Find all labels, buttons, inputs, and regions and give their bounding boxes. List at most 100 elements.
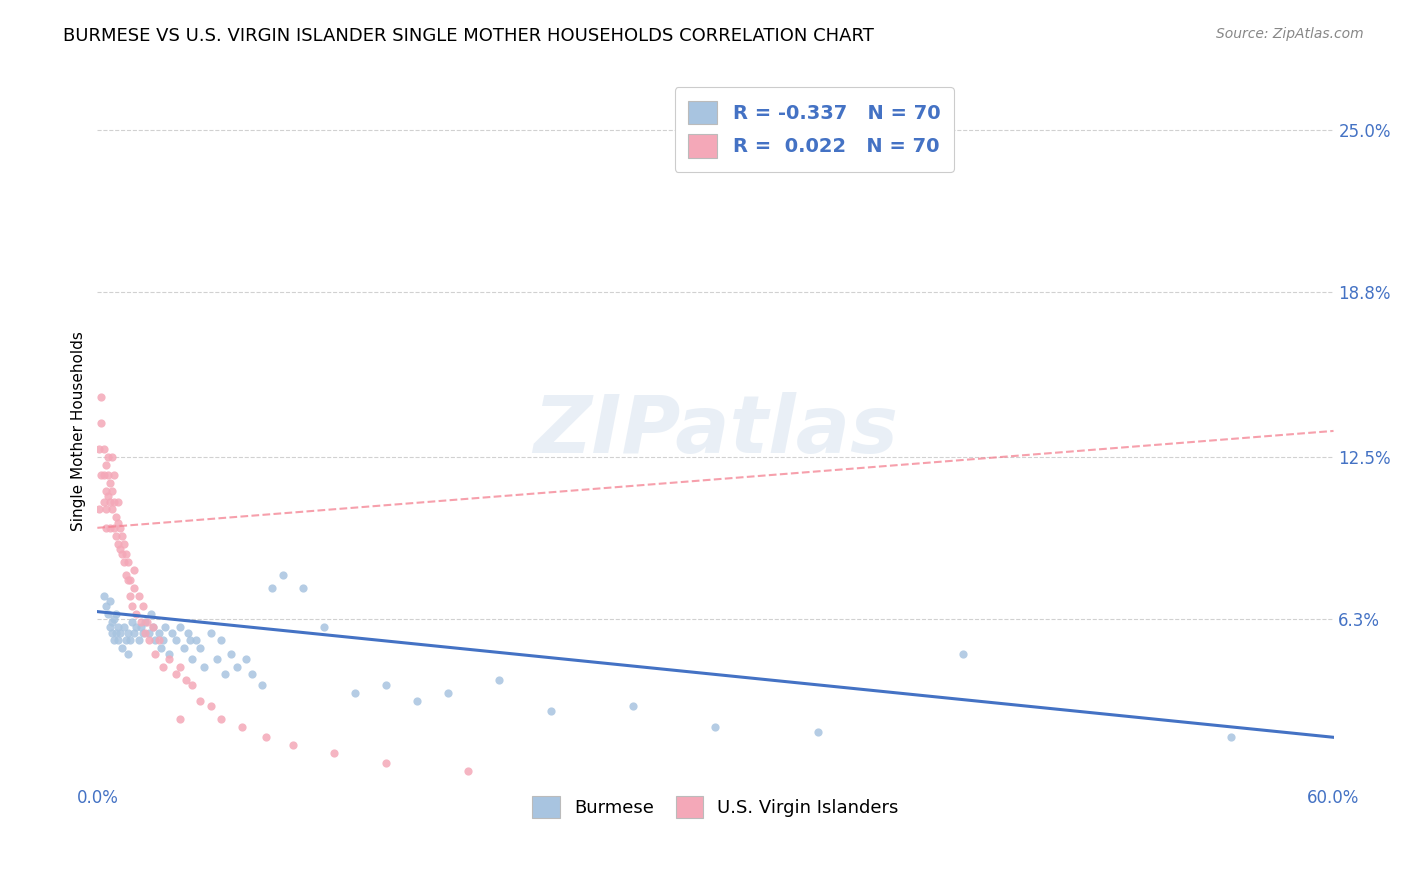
Point: [94, 458, 117, 472]
Point: [107, 516, 129, 530]
Point: [94, 484, 117, 499]
Point: [704, 720, 727, 734]
Point: [93, 442, 115, 457]
Point: [200, 698, 222, 713]
Point: [190, 641, 212, 656]
Point: [115, 633, 138, 648]
Point: [1219, 731, 1241, 745]
Point: [100, 484, 122, 499]
Point: [117, 555, 139, 569]
Point: [143, 647, 166, 661]
Point: [177, 625, 200, 640]
Point: [93, 494, 115, 508]
Point: [128, 589, 150, 603]
Point: [103, 633, 125, 648]
Point: [94, 599, 117, 614]
Point: [250, 678, 273, 692]
Point: [111, 529, 134, 543]
Point: [240, 667, 263, 681]
Point: [200, 625, 222, 640]
Point: [117, 647, 139, 661]
Point: [169, 620, 191, 634]
Point: [124, 563, 146, 577]
Legend: Burmese, U.S. Virgin Islanders: Burmese, U.S. Virgin Islanders: [526, 789, 905, 825]
Point: [323, 746, 346, 760]
Point: [131, 599, 153, 614]
Point: [129, 615, 152, 629]
Point: [165, 633, 187, 648]
Point: [254, 731, 277, 745]
Point: [108, 625, 131, 640]
Point: [209, 633, 232, 648]
Point: [374, 756, 396, 771]
Point: [112, 555, 135, 569]
Point: [262, 581, 284, 595]
Point: [174, 673, 197, 687]
Point: [205, 652, 228, 666]
Point: [190, 693, 212, 707]
Point: [138, 625, 160, 640]
Point: [488, 673, 510, 687]
Point: [104, 625, 127, 640]
Point: [97, 450, 120, 464]
Y-axis label: Single Mother Households: Single Mother Households: [72, 331, 86, 531]
Point: [457, 764, 479, 779]
Point: [181, 678, 204, 692]
Point: [343, 686, 366, 700]
Point: [93, 589, 115, 603]
Point: [186, 633, 208, 648]
Text: Source: ZipAtlas.com: Source: ZipAtlas.com: [1216, 27, 1364, 41]
Point: [128, 633, 150, 648]
Point: [93, 468, 115, 483]
Point: [405, 693, 427, 707]
Point: [155, 620, 177, 634]
Point: [120, 633, 142, 648]
Point: [226, 659, 249, 673]
Point: [98, 476, 121, 491]
Point: [165, 667, 187, 681]
Point: [90, 468, 112, 483]
Point: [90, 390, 112, 404]
Point: [97, 607, 120, 622]
Point: [621, 698, 644, 713]
Point: [107, 494, 129, 508]
Point: [104, 510, 127, 524]
Point: [98, 620, 121, 634]
Point: [89, 442, 111, 457]
Point: [98, 521, 121, 535]
Point: [112, 536, 135, 550]
Point: [292, 581, 315, 595]
Point: [214, 667, 236, 681]
Text: BURMESE VS U.S. VIRGIN ISLANDER SINGLE MOTHER HOUSEHOLDS CORRELATION CHART: BURMESE VS U.S. VIRGIN ISLANDER SINGLE M…: [63, 27, 875, 45]
Point: [100, 450, 122, 464]
Point: [152, 633, 174, 648]
Point: [312, 620, 335, 634]
Point: [152, 659, 174, 673]
Point: [121, 599, 143, 614]
Point: [281, 738, 304, 752]
Point: [112, 620, 135, 634]
Point: [540, 704, 562, 718]
Point: [120, 589, 142, 603]
Point: [94, 521, 117, 535]
Point: [181, 652, 204, 666]
Point: [117, 573, 139, 587]
Point: [135, 615, 157, 629]
Point: [193, 659, 215, 673]
Point: [104, 607, 127, 622]
Point: [111, 641, 134, 656]
Point: [173, 641, 195, 656]
Point: [134, 625, 156, 640]
Point: [952, 647, 974, 661]
Point: [94, 502, 117, 516]
Point: [90, 416, 112, 430]
Point: [436, 686, 458, 700]
Point: [108, 521, 131, 535]
Point: [209, 712, 232, 726]
Point: [100, 615, 122, 629]
Point: [98, 594, 121, 608]
Point: [148, 625, 170, 640]
Point: [131, 625, 153, 640]
Point: [107, 536, 129, 550]
Point: [107, 620, 129, 634]
